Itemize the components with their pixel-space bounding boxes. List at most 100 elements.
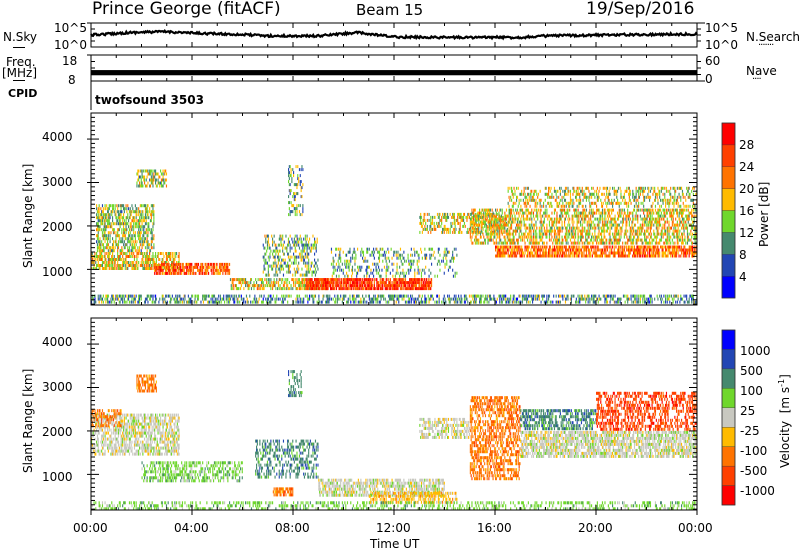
echo-cell (136, 207, 138, 211)
echo-cell (351, 284, 354, 288)
echo-cell (608, 251, 610, 255)
echo-cell (460, 218, 462, 222)
echo-cell (180, 268, 182, 272)
echo-cell (317, 278, 319, 282)
echo-cell (105, 258, 107, 261)
echo-cell (514, 214, 516, 218)
echo-cell (140, 181, 142, 185)
echo-cell (257, 278, 259, 282)
echo-cell (557, 245, 559, 249)
echo-cell (452, 250, 454, 254)
echo-cell (453, 212, 455, 216)
echo-cell (379, 247, 381, 251)
echo-cell (474, 221, 476, 225)
echo-cell (420, 278, 423, 282)
echo-cell (141, 210, 143, 214)
echo-cell (255, 278, 257, 282)
echo-cell (283, 287, 285, 291)
echo-cell (676, 251, 678, 255)
echo-cell (517, 226, 519, 230)
echo-cell (623, 235, 625, 239)
echo-cell (174, 264, 176, 267)
echo-cell (508, 238, 510, 242)
echo-cell (425, 227, 427, 231)
echo-cell (152, 213, 154, 217)
echo-cell (628, 248, 630, 252)
echo-cell (151, 237, 153, 241)
echo-cell (479, 230, 481, 234)
echo-cell (343, 281, 345, 285)
echo-cell (304, 237, 306, 241)
echo-cell (279, 278, 281, 282)
echo-cell (542, 245, 544, 249)
echo-cell (446, 262, 448, 266)
echo-cell (355, 253, 357, 257)
echo-cell (294, 210, 296, 214)
echo-cell (96, 237, 99, 241)
echo-cell (619, 254, 621, 258)
echo-cell (314, 261, 317, 265)
echo-cell (278, 258, 280, 262)
echo-cell (445, 215, 447, 219)
echo-cell (283, 281, 285, 285)
echo-cell (537, 248, 540, 252)
echo-cell (120, 213, 122, 217)
echo-cell (144, 222, 147, 226)
echo-cell (688, 248, 690, 252)
echo-cell (532, 245, 534, 249)
echo-cell (300, 281, 302, 285)
echo-cell (171, 265, 173, 269)
echo-cell (527, 248, 529, 252)
echo-cell (546, 235, 548, 239)
echo-cell (137, 231, 139, 235)
echo-cell (149, 184, 151, 188)
echo-cell (402, 281, 404, 285)
echo-cell (135, 225, 137, 229)
echo-cell (281, 243, 283, 247)
echo-cell (333, 271, 335, 275)
echo-cell (282, 267, 285, 271)
echo-cell (226, 268, 228, 272)
echo-cell (570, 241, 572, 245)
echo-cell (625, 245, 627, 249)
echo-cell (138, 184, 140, 188)
echo-cell (615, 235, 617, 239)
echo-cell (357, 287, 359, 291)
echo-cell (220, 268, 222, 272)
echo-cell (272, 243, 274, 247)
echo-cell (115, 213, 117, 217)
echo-cell (431, 253, 433, 257)
echo-cell (304, 255, 306, 259)
echo-cell (325, 281, 327, 285)
echo-cell (693, 248, 695, 252)
echo-cell (353, 281, 355, 285)
echo-cell (102, 234, 104, 238)
echo-cell (308, 270, 310, 274)
echo-cell (99, 255, 101, 258)
echo-cell (337, 265, 339, 269)
echo-cell (226, 262, 228, 266)
echo-cell (304, 243, 306, 247)
echo-cell (123, 252, 125, 255)
echo-cell (154, 265, 156, 269)
echo-cell (475, 214, 477, 218)
echo-cell (589, 254, 591, 258)
echo-cell (599, 214, 601, 218)
echo-cell (272, 264, 274, 268)
frequency-panel (87, 54, 705, 82)
echo-cell (601, 232, 603, 236)
echo-cell (538, 241, 540, 245)
echo-cell (101, 264, 104, 267)
echo-cell (357, 247, 359, 251)
echo-cell (143, 231, 145, 235)
echo-cell (175, 265, 177, 269)
echo-cell (262, 270, 264, 274)
echo-cell (334, 287, 336, 291)
echo-cell (129, 210, 131, 214)
echo-cell (566, 232, 568, 236)
echo-cell (519, 229, 521, 233)
echo-cell (612, 217, 614, 221)
echo-cell (503, 223, 505, 227)
echo-cell (474, 212, 476, 216)
echo-cell (170, 258, 172, 261)
